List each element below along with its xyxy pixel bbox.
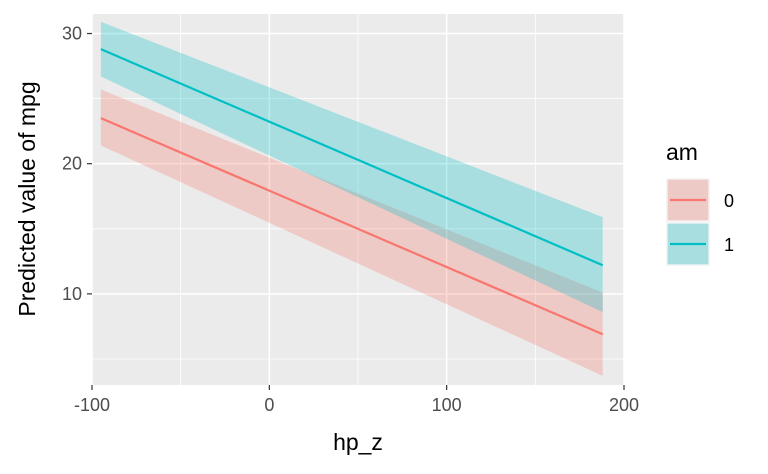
ci-ribbon-1 [100, 21, 603, 313]
x-tick-label: 200 [609, 395, 639, 415]
legend-label-1: 1 [724, 235, 734, 255]
y-axis-ticks: 10 20 30 [62, 24, 92, 304]
x-tick-label: 100 [432, 395, 462, 415]
grid-minor [92, 14, 624, 385]
grid-major [91, 14, 625, 385]
ci-ribbon-0 [100, 89, 603, 376]
confidence-ribbons [100, 21, 603, 376]
legend: am 0 1 [666, 139, 734, 266]
x-tick-label: -100 [74, 395, 110, 415]
y-axis-title: Predicted value of mpg [14, 81, 40, 316]
series-line-0 [100, 117, 604, 336]
series-lines [100, 48, 604, 336]
legend-label-0: 0 [724, 191, 734, 211]
y-tick-label: 20 [62, 154, 82, 174]
legend-title: am [666, 139, 698, 165]
x-tick-label: 0 [264, 395, 274, 415]
x-axis-title: hp_z [333, 429, 383, 455]
y-tick-label: 30 [62, 24, 82, 44]
y-tick-label: 10 [62, 284, 82, 304]
x-axis-ticks: -100 0 100 200 [74, 385, 639, 415]
series-line-1 [100, 48, 604, 267]
